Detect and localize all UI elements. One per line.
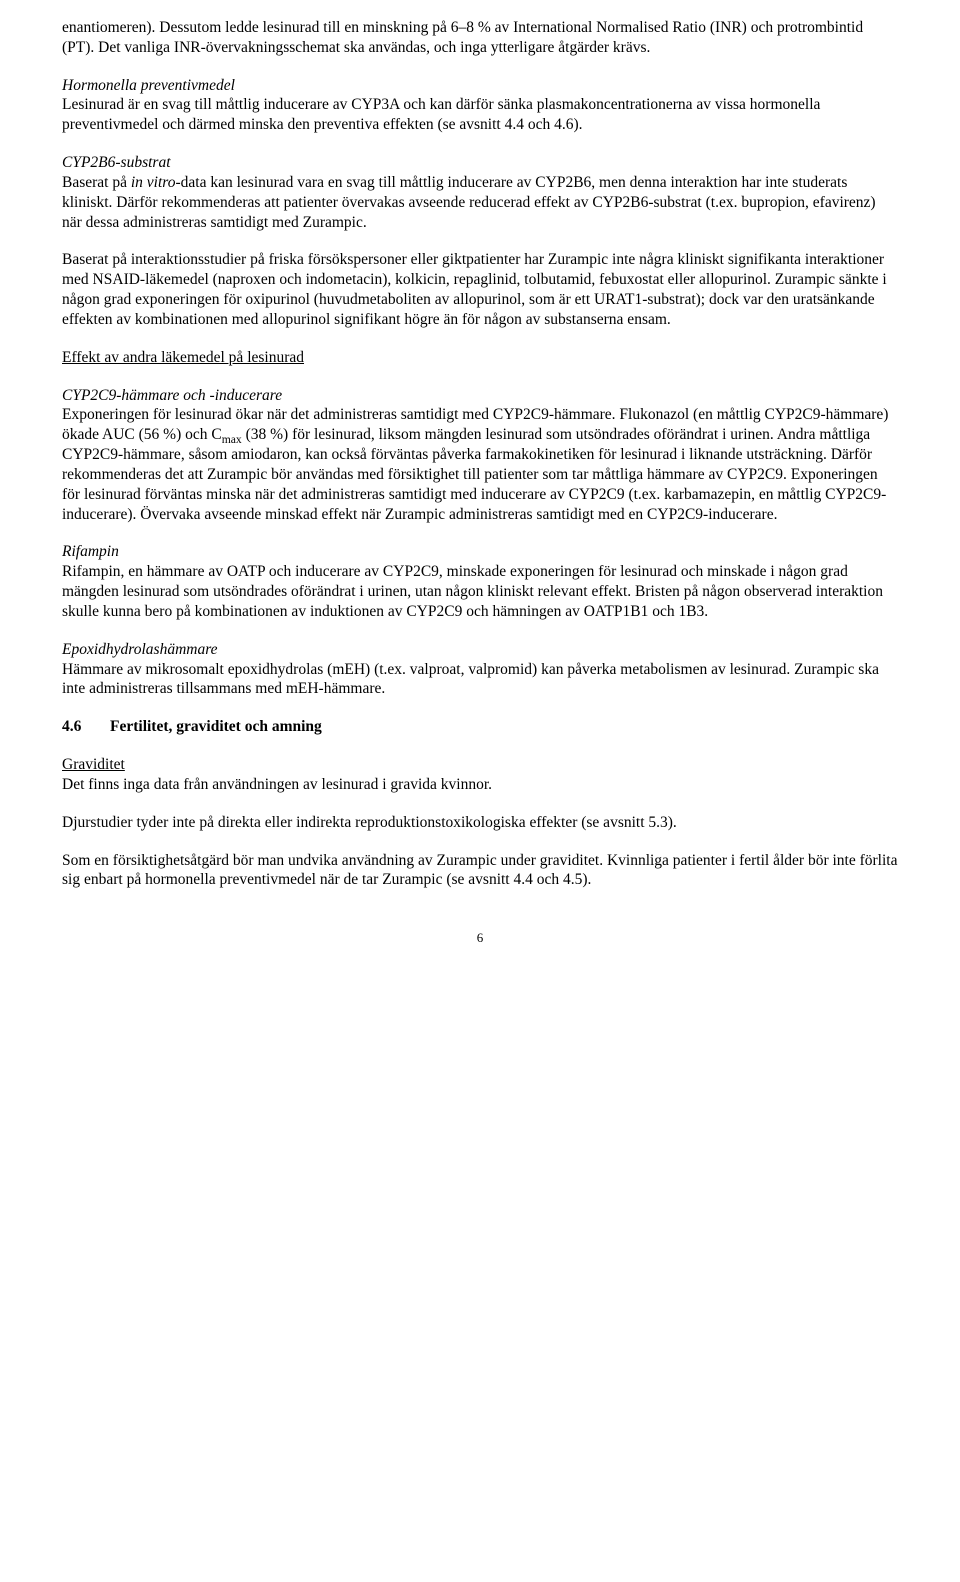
section-cyp2c9: CYP2C9-hämmare och -inducerare Exponerin… <box>62 386 898 525</box>
paragraph-rifampin: Rifampin, en hämmare av OATP och inducer… <box>62 563 883 620</box>
section-number: 4.6 <box>62 717 110 737</box>
paragraph-interactions: Baserat på interaktionsstudier på friska… <box>62 250 898 329</box>
paragraph-epoxid: Hämmare av mikrosomalt epoxidhydrolas (m… <box>62 661 879 698</box>
page-number: 6 <box>62 930 898 947</box>
heading-cyp2c9: CYP2C9-hämmare och -inducerare <box>62 387 282 404</box>
paragraph-intro: enantiomeren). Dessutom ledde lesinurad … <box>62 18 898 58</box>
heading-cyp2b6: CYP2B6-substrat <box>62 154 171 171</box>
section-4-6: 4.6 Fertilitet, graviditet och amning <box>62 717 898 737</box>
paragraph-cyp2b6-a: Baserat på <box>62 174 131 191</box>
section-pregnancy: Graviditet Det finns inga data från anvä… <box>62 755 898 795</box>
paragraph-cyp2b6-c: -data kan lesinurad vara en svag till må… <box>62 174 876 231</box>
section-rifampin: Rifampin Rifampin, en hämmare av OATP oc… <box>62 542 898 621</box>
section-title: Fertilitet, graviditet och amning <box>110 717 322 737</box>
cmax-subscript: max <box>222 433 242 446</box>
heading-effect-other: Effekt av andra läkemedel på lesinurad <box>62 348 898 368</box>
paragraph-animal-studies: Djurstudier tyder inte på direkta eller … <box>62 813 898 833</box>
section-cyp2b6: CYP2B6-substrat Baserat på in vitro-data… <box>62 153 898 232</box>
paragraph-pregnancy-1: Det finns inga data från användningen av… <box>62 776 492 793</box>
paragraph-hormonal: Lesinurad är en svag till måttlig induce… <box>62 96 820 133</box>
heading-pregnancy: Graviditet <box>62 756 125 773</box>
heading-rifampin: Rifampin <box>62 543 119 560</box>
heading-hormonal: Hormonella preventivmedel <box>62 77 235 94</box>
paragraph-precaution: Som en försiktighetsåtgärd bör man undvi… <box>62 851 898 891</box>
heading-epoxid: Epoxidhydrolashämmare <box>62 641 218 658</box>
paragraph-cyp2b6-invitro: in vitro <box>131 174 176 191</box>
section-hormonal: Hormonella preventivmedel Lesinurad är e… <box>62 76 898 135</box>
section-epoxid: Epoxidhydrolashämmare Hämmare av mikroso… <box>62 640 898 699</box>
